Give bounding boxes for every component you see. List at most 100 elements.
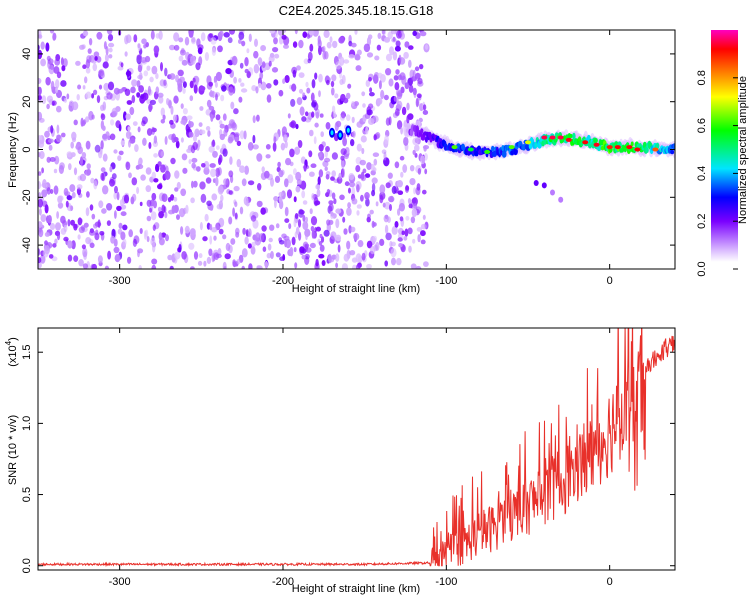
noise-speck [273, 196, 279, 202]
noise-speck [305, 111, 309, 117]
noise-speck [381, 30, 387, 36]
noise-speck [188, 131, 194, 138]
noise-speck [45, 76, 51, 86]
noise-speck [100, 172, 105, 181]
noise-speck [252, 115, 256, 124]
noise-speck [273, 37, 278, 45]
noise-speck [182, 167, 188, 174]
noise-speck [350, 139, 355, 147]
noise-speck [137, 126, 141, 133]
noise-speck [233, 76, 238, 84]
noise-speck [415, 186, 421, 196]
noise-speck [272, 142, 277, 152]
noise-speck [371, 177, 378, 184]
noise-speck [393, 96, 397, 102]
noise-speck [209, 163, 216, 168]
noise-speck [256, 265, 263, 269]
noise-speck [127, 256, 132, 264]
noise-speck [211, 193, 218, 201]
noise-speck [94, 232, 100, 241]
noise-speck [320, 131, 325, 138]
noise-speck [173, 95, 179, 104]
noise-speck [56, 124, 60, 134]
noise-speck [169, 44, 175, 51]
noise-speck [196, 131, 201, 136]
signal-peak [582, 140, 589, 145]
noise-speck [417, 77, 423, 85]
noise-speck [302, 214, 306, 222]
noise-speck [227, 37, 233, 44]
noise-speck [146, 215, 152, 222]
noise-speck [311, 193, 315, 201]
x-tick-label: -200 [272, 275, 294, 287]
noise-speck [70, 205, 73, 212]
noise-speck [372, 235, 377, 242]
noise-speck [302, 200, 308, 205]
noise-speck [71, 240, 76, 250]
noise-speck [332, 40, 338, 49]
noise-speck [275, 252, 281, 258]
noise-speck [50, 125, 54, 134]
noise-speck [323, 229, 330, 237]
noise-speck [266, 94, 272, 103]
noise-speck [389, 240, 393, 248]
noise-speck [171, 133, 177, 143]
noise-speck [318, 253, 325, 259]
noise-speck [114, 185, 118, 194]
noise-speck [361, 252, 366, 261]
noise-speck [176, 214, 180, 220]
noise-speck [136, 80, 141, 88]
noise-speck [181, 153, 188, 161]
noise-speck [287, 113, 291, 119]
noise-speck [379, 238, 385, 246]
noise-speck [91, 213, 96, 220]
noise-speck [252, 134, 256, 144]
noise-speck [341, 74, 346, 85]
noise-speck [184, 225, 190, 234]
noise-speck [356, 121, 363, 128]
noise-speck [319, 244, 325, 252]
noise-speck [199, 129, 206, 135]
noise-speck [294, 213, 299, 219]
noise-speck [85, 91, 92, 99]
noise-speck [73, 255, 79, 262]
noise-speck [422, 110, 429, 115]
noise-speck [190, 197, 195, 204]
noise-speck [129, 106, 135, 116]
chart-title: C2E4.2025.345.18.15.G18 [279, 3, 434, 18]
noise-speck [310, 92, 315, 102]
noise-speck [298, 208, 304, 218]
noise-speck [343, 59, 350, 64]
noise-speck [38, 248, 41, 256]
noise-speck [137, 64, 143, 73]
noise-speck [113, 149, 118, 154]
noise-speck [257, 183, 262, 191]
noise-speck [86, 191, 90, 198]
noise-speck [400, 126, 403, 135]
noise-speck [408, 245, 412, 253]
noise-speck [335, 253, 340, 262]
noise-speck [331, 105, 336, 113]
snr-y-axis-label: SNR (10 * v/v) [7, 415, 19, 485]
noise-speck [246, 48, 250, 54]
noise-speck [325, 192, 330, 198]
signal-peak [451, 145, 458, 150]
noise-speck [182, 108, 188, 115]
noise-speck [301, 116, 307, 122]
noise-speck [314, 72, 318, 80]
noise-speck [309, 242, 316, 249]
noise-speck [192, 141, 198, 151]
noise-speck [107, 81, 115, 91]
noise-speck [403, 51, 409, 59]
noise-speck [253, 63, 260, 74]
noise-speck [54, 238, 58, 245]
noise-speck [259, 233, 264, 242]
noise-speck [49, 30, 55, 34]
noise-speck [244, 236, 249, 245]
noise-speck [393, 75, 399, 81]
noise-speck [335, 262, 338, 269]
noise-speck [348, 225, 352, 234]
noise-speck [274, 175, 281, 183]
noise-speck [273, 136, 277, 144]
noise-speck [298, 39, 304, 49]
